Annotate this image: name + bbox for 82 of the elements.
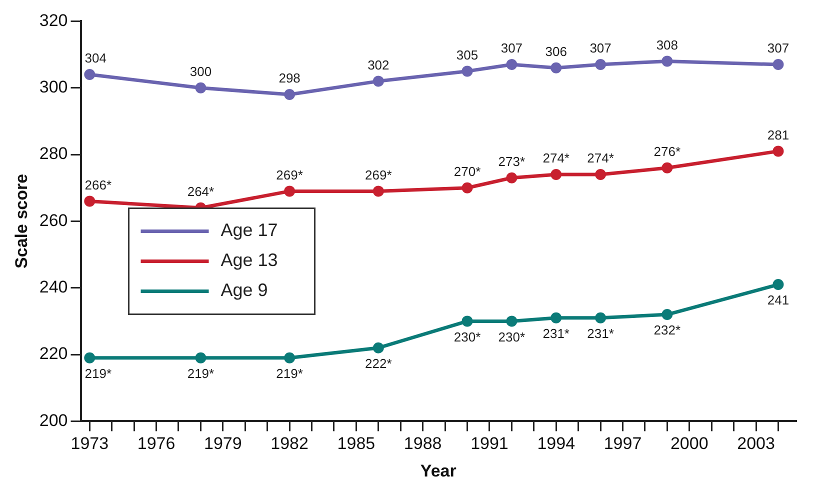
point xyxy=(372,342,384,354)
point xyxy=(372,186,384,197)
point xyxy=(284,89,296,100)
data-label: 274* xyxy=(587,150,614,166)
data-label: 300 xyxy=(190,64,212,79)
data-label: 269* xyxy=(365,167,392,182)
point xyxy=(462,182,473,194)
data-label: 298 xyxy=(278,70,300,86)
legend-label: Age 17 xyxy=(220,220,278,240)
data-label: 231* xyxy=(542,326,570,341)
data-label: 219* xyxy=(84,366,112,381)
legend-label: Age 9 xyxy=(220,280,268,300)
point xyxy=(662,309,673,320)
point xyxy=(195,82,206,94)
point xyxy=(662,56,673,67)
point xyxy=(506,172,518,184)
point xyxy=(84,352,96,364)
point xyxy=(772,59,784,70)
data-label: 231* xyxy=(587,326,614,341)
x-tick-label: 1976 xyxy=(137,434,176,454)
data-label: 269* xyxy=(276,167,303,182)
point xyxy=(550,169,562,180)
point xyxy=(772,146,784,157)
x-tick-label: 1982 xyxy=(270,434,308,454)
data-label: 306 xyxy=(545,44,567,59)
y-tick-label: 200 xyxy=(39,410,68,430)
x-tick-label: 2000 xyxy=(670,434,708,454)
legend-label: Age 13 xyxy=(220,250,278,270)
point xyxy=(462,316,473,327)
data-label: 305 xyxy=(456,47,478,62)
data-label: 270* xyxy=(454,164,481,179)
point xyxy=(595,312,606,324)
data-label: 304 xyxy=(84,50,106,66)
data-label: 219* xyxy=(276,366,303,381)
x-tick-label: 1979 xyxy=(204,434,242,454)
data-label: 307 xyxy=(767,40,790,56)
y-tick-label: 300 xyxy=(39,78,68,97)
data-label: 230* xyxy=(498,329,526,344)
data-label: 273* xyxy=(498,154,526,169)
data-label: 264* xyxy=(187,184,214,199)
point xyxy=(84,69,96,80)
data-label: 276* xyxy=(654,144,681,159)
data-label: 241 xyxy=(767,292,790,308)
point xyxy=(662,162,673,174)
x-tick-label: 1973 xyxy=(70,434,109,454)
x-tick-label: 1994 xyxy=(537,434,576,454)
data-label: 222* xyxy=(365,356,392,371)
y-tick-label: 260 xyxy=(39,210,68,230)
data-label: 308 xyxy=(656,37,678,52)
point xyxy=(506,316,518,327)
point xyxy=(772,279,784,290)
point xyxy=(84,196,96,207)
y-tick-label: 220 xyxy=(39,344,68,364)
data-label: 219* xyxy=(187,366,214,381)
point xyxy=(284,186,296,197)
data-label: 307 xyxy=(500,40,523,56)
point xyxy=(462,66,473,77)
data-label: 307 xyxy=(590,40,612,56)
data-label: 274* xyxy=(542,150,570,166)
data-label: 266* xyxy=(84,177,112,192)
point xyxy=(595,59,606,70)
y-tick-label: 280 xyxy=(39,144,68,164)
x-tick-label: 1985 xyxy=(337,434,376,454)
data-label: 302 xyxy=(368,57,390,72)
point xyxy=(506,59,518,70)
x-tick-label: 2003 xyxy=(737,434,775,454)
data-label: 281 xyxy=(767,127,790,142)
data-label: 232* xyxy=(654,322,681,338)
y-tick-label: 240 xyxy=(39,278,68,297)
y-tick-label: 320 xyxy=(39,10,68,30)
x-tick-label: 1997 xyxy=(604,434,642,454)
point xyxy=(550,312,562,324)
point xyxy=(595,169,606,180)
y-axis-title: Scale score xyxy=(12,174,31,268)
point xyxy=(195,352,206,364)
point xyxy=(550,62,562,74)
point xyxy=(372,76,384,87)
x-tick-label: 1991 xyxy=(470,434,508,454)
x-tick-label: 1988 xyxy=(404,434,442,454)
point xyxy=(284,352,296,364)
x-axis-title: Year xyxy=(420,461,457,480)
data-label: 230* xyxy=(454,329,481,344)
